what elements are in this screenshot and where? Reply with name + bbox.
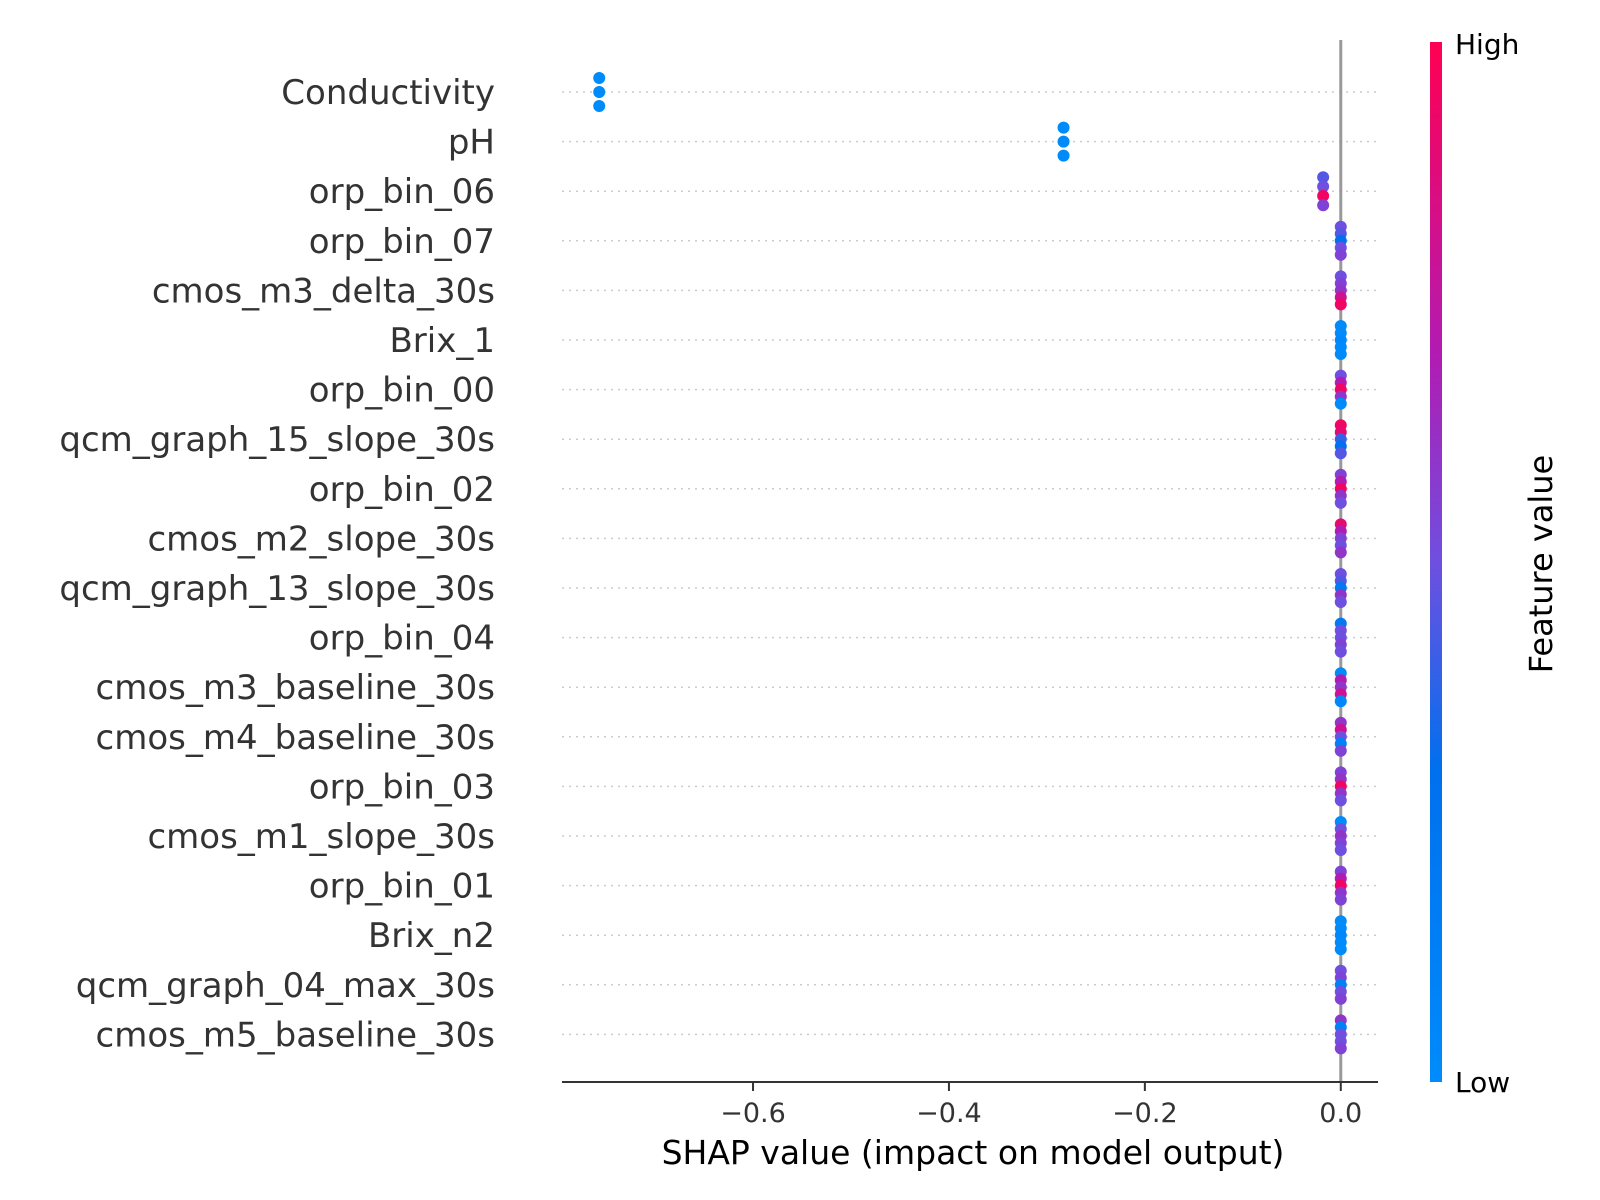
shap-point xyxy=(593,86,606,98)
shap-point xyxy=(1057,135,1070,148)
feature-label: orp_bin_03 xyxy=(309,767,495,807)
shap-point xyxy=(1317,171,1330,184)
feature-label: orp_bin_04 xyxy=(309,619,495,659)
shap-point xyxy=(1334,496,1347,509)
shap-point xyxy=(1334,992,1347,1005)
x-ticks: −0.6 −0.4 −0.2 0.0 xyxy=(720,1082,1362,1129)
shap-point xyxy=(1334,893,1347,906)
x-axis: −0.6 −0.4 −0.2 0.0 xyxy=(562,1081,1378,1129)
shap-point xyxy=(593,100,606,112)
feature-label: Brix_1 xyxy=(389,321,495,361)
feature-label: Conductivity xyxy=(281,73,495,113)
x-axis-title: SHAP value (impact on model output) xyxy=(662,1133,1285,1172)
shap-point xyxy=(1334,744,1347,757)
shap-point xyxy=(1057,149,1070,162)
shap-point xyxy=(1317,189,1330,202)
x-tick-label: −0.6 xyxy=(720,1098,786,1129)
feature-label: orp_bin_02 xyxy=(309,470,495,510)
shap-point xyxy=(1334,447,1347,460)
x-tick-label: −0.4 xyxy=(916,1098,982,1129)
shap-point xyxy=(1334,248,1347,261)
feature-label: qcm_graph_04_max_30s xyxy=(76,966,495,1006)
feature-label: cmos_m1_slope_30s xyxy=(147,817,495,857)
feature-label: orp_bin_00 xyxy=(309,371,495,411)
feature-label: pH xyxy=(448,123,495,163)
shap-point xyxy=(1334,1042,1347,1055)
shap-point xyxy=(1334,844,1347,856)
shap-point xyxy=(1317,180,1330,193)
feature-label: qcm_graph_15_slope_30s xyxy=(59,420,495,460)
feature-label: qcm_graph_13_slope_30s xyxy=(59,569,495,609)
feature-label: Brix_n2 xyxy=(368,916,495,956)
shap-point xyxy=(1334,546,1347,559)
feature-label: cmos_m3_baseline_30s xyxy=(96,668,495,708)
shap-point xyxy=(1334,298,1347,311)
feature-label: cmos_m3_delta_30s xyxy=(152,271,495,311)
colorbar-high-label: High xyxy=(1455,28,1519,61)
shap-point xyxy=(1334,695,1347,708)
feature-label: orp_bin_07 xyxy=(309,222,495,262)
shap-point xyxy=(593,72,606,84)
colorbar-gradient xyxy=(1430,42,1442,1082)
feature-label: cmos_m4_baseline_30s xyxy=(96,718,495,758)
x-tick-label: 0.0 xyxy=(1319,1098,1362,1129)
colorbar-low-label: Low xyxy=(1455,1066,1510,1099)
shap-point xyxy=(1317,199,1330,212)
shap-point xyxy=(1334,794,1347,807)
shap-point xyxy=(1334,943,1347,956)
shap-point xyxy=(1334,348,1347,360)
colorbar: High Low Feature value xyxy=(1430,28,1560,1099)
x-tick-label: −0.2 xyxy=(1112,1098,1178,1129)
shap-point xyxy=(1057,121,1070,134)
shap-point xyxy=(1334,645,1347,658)
colorbar-title: Feature value xyxy=(1522,455,1560,674)
shap-point xyxy=(1334,397,1347,410)
shap-points xyxy=(593,72,1347,1055)
feature-label: cmos_m5_baseline_30s xyxy=(96,1015,495,1055)
feature-rows: Conductivity pH orp_bin_06 orp_bin_07 cmos_m… xyxy=(59,73,1378,1055)
feature-label: orp_bin_06 xyxy=(309,172,495,212)
feature-label: cmos_m2_slope_30s xyxy=(147,519,495,559)
feature-label: orp_bin_01 xyxy=(309,867,495,907)
shap-point xyxy=(1334,596,1347,608)
